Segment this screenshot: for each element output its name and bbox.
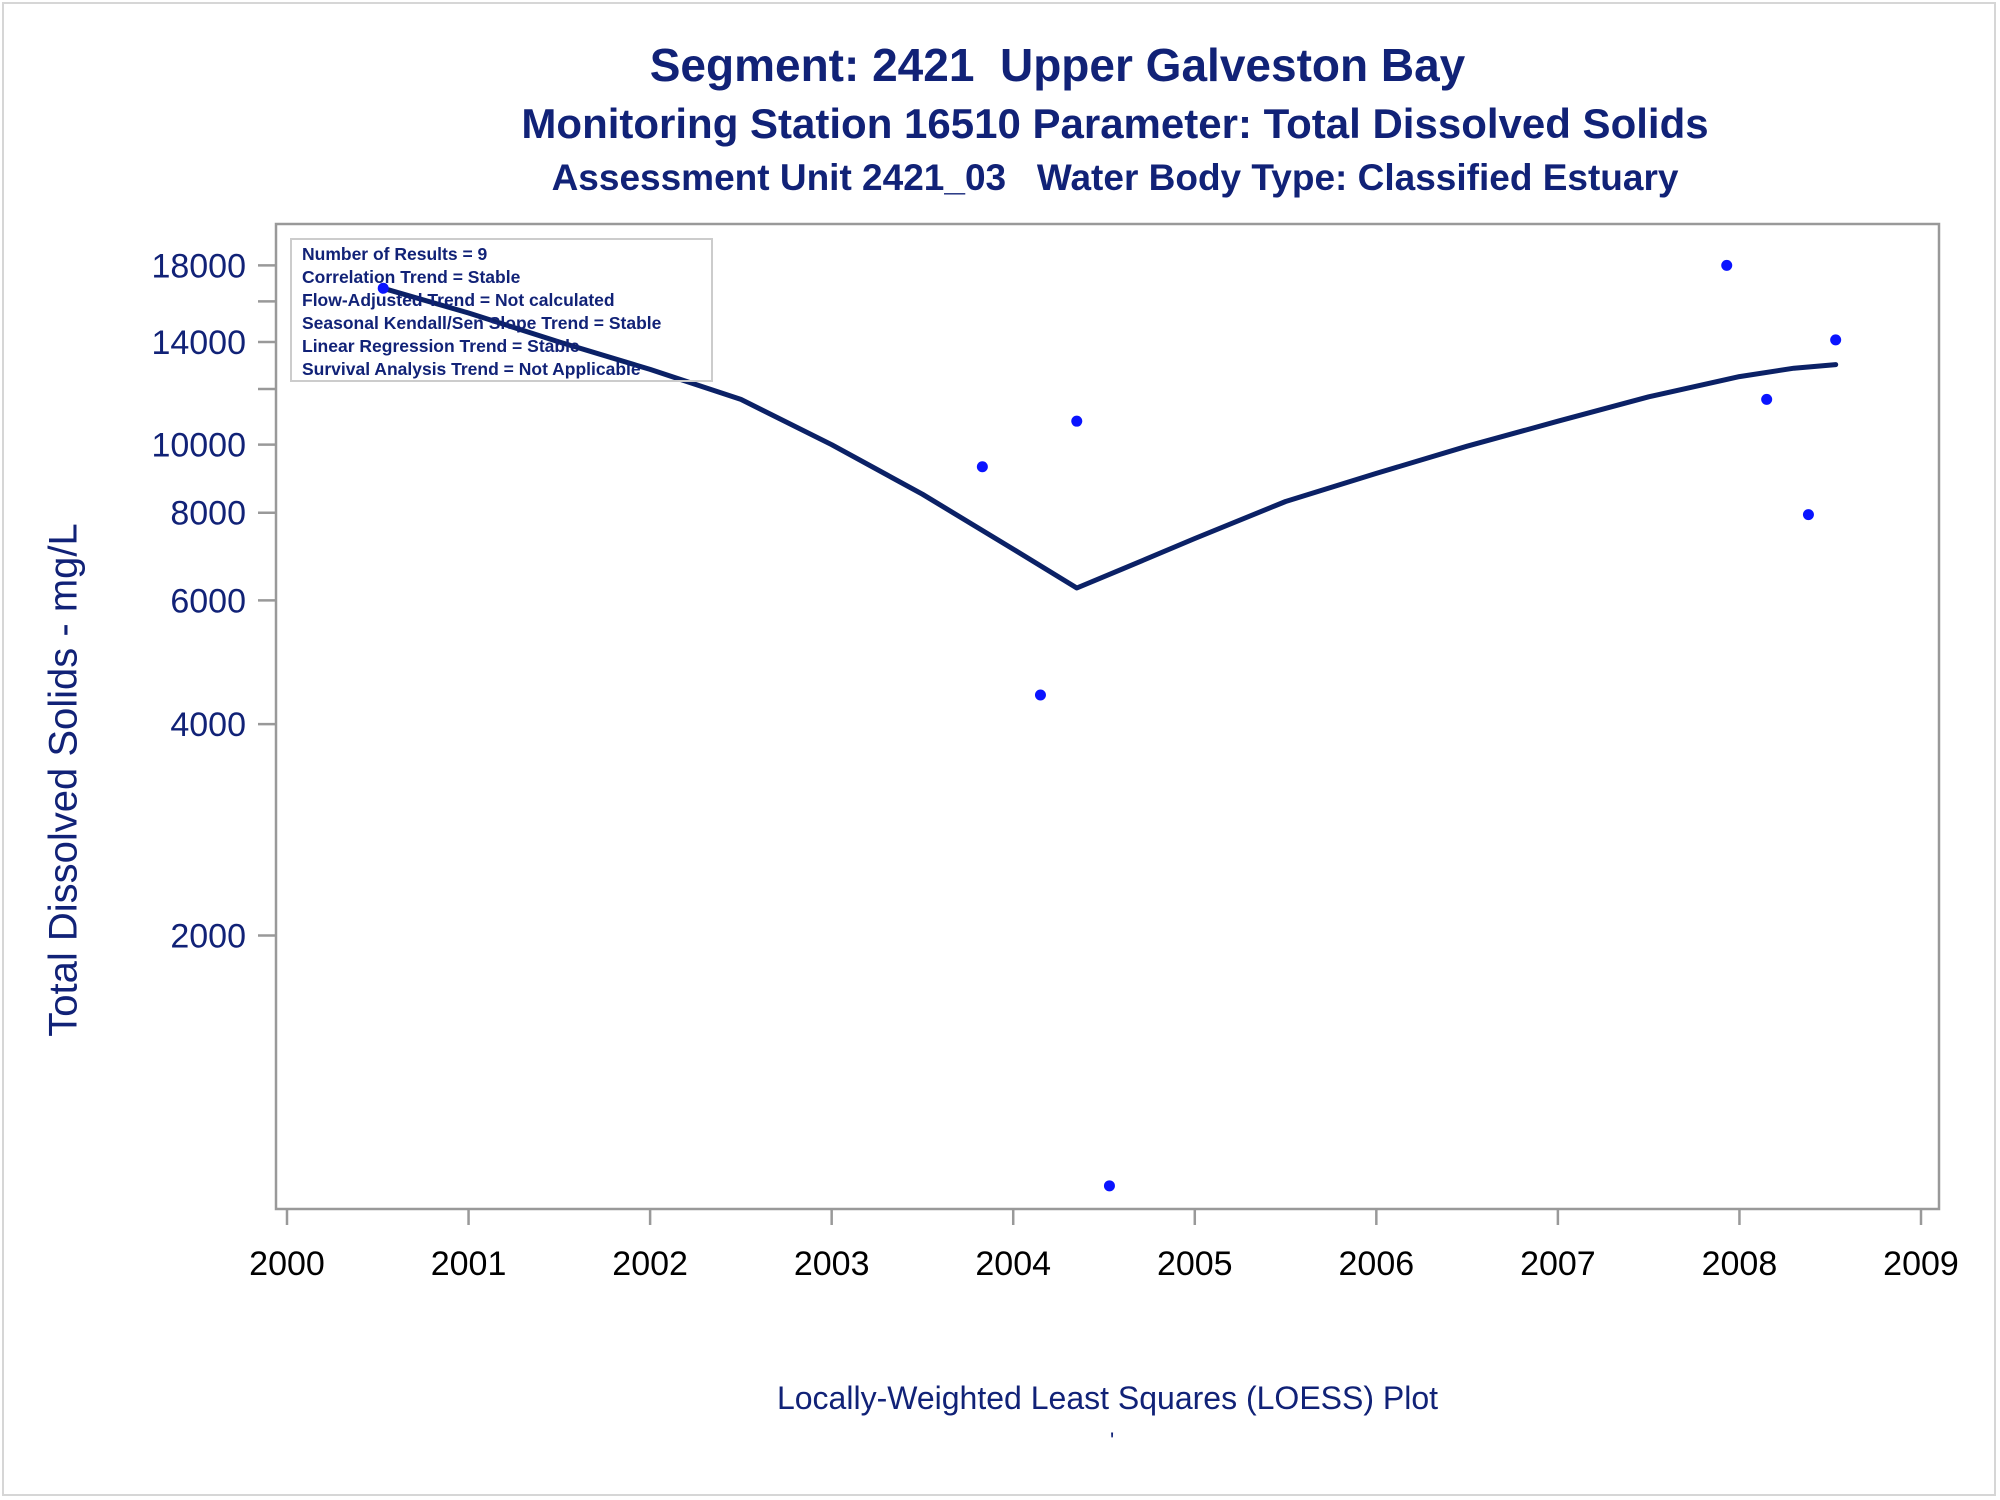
chart-subtitle-2: Assessment Unit 2421_03 Water Body Type:… xyxy=(551,157,1679,198)
data-point xyxy=(1071,415,1083,427)
y-tick-label: 14000 xyxy=(151,324,246,362)
stats-line: Seasonal Kendall/Sen Slope Trend = Stabl… xyxy=(302,313,662,333)
x-tick-label: 2006 xyxy=(1339,1245,1415,1283)
plot-area-frame xyxy=(274,222,1941,1211)
x-tick-label: 2009 xyxy=(1883,1245,1959,1283)
data-point xyxy=(1830,334,1842,346)
stats-line: Flow-Adjusted Trend = Not calculated xyxy=(302,290,615,310)
data-point xyxy=(1103,1180,1115,1192)
data-point xyxy=(377,282,389,294)
stats-line: Correlation Trend = Stable xyxy=(302,267,521,287)
data-point xyxy=(1034,689,1046,701)
x-tick-label: 2005 xyxy=(1157,1245,1233,1283)
y-tick-label: 10000 xyxy=(151,427,246,465)
x-tick-label: 2001 xyxy=(431,1245,507,1283)
data-point xyxy=(1761,393,1773,405)
stats-box: Number of Results = 9 Correlation Trend =… xyxy=(290,238,713,382)
footnote-mark: ' xyxy=(1110,1428,1115,1453)
y-tick-label: 4000 xyxy=(170,706,246,744)
chart-subtitle: Monitoring Station 16510 Parameter: Tota… xyxy=(521,100,1709,147)
y-tick-label: 6000 xyxy=(170,582,246,620)
y-axis: 2000 4000 6000 8000 10000 14000 18000 xyxy=(151,247,276,955)
x-tick-label: 2000 xyxy=(249,1245,325,1283)
stats-box-frame xyxy=(290,238,713,382)
stats-line: Linear Regression Trend = Stable xyxy=(302,336,580,356)
x-tick-label: 2007 xyxy=(1520,1245,1596,1283)
data-point xyxy=(976,461,988,473)
x-tick-label: 2008 xyxy=(1702,1245,1778,1283)
x-tick-label: 2003 xyxy=(794,1245,870,1283)
y-tick-label: 2000 xyxy=(170,917,246,955)
stats-line: Survival Analysis Trend = Not Applicable xyxy=(302,359,641,379)
x-axis: 2000 2001 2002 2003 2004 2005 2006 2007 2008 2009 xyxy=(249,1209,1959,1283)
stats-line: Number of Results = 9 xyxy=(302,244,488,264)
data-point xyxy=(1721,259,1733,271)
chart-footnote: Locally-Weighted Least Squares (LOESS) P… xyxy=(776,1380,1439,1416)
y-tick-label: 8000 xyxy=(170,495,246,533)
loess-line xyxy=(380,285,1839,591)
data-point xyxy=(1802,509,1814,521)
chart-title: Segment: 2421 Upper Galveston Bay xyxy=(649,39,1466,91)
series-layer xyxy=(377,259,1842,1192)
x-tick-label: 2002 xyxy=(612,1245,688,1283)
x-tick-label: 2004 xyxy=(975,1245,1051,1283)
y-tick-label: 18000 xyxy=(151,247,246,285)
